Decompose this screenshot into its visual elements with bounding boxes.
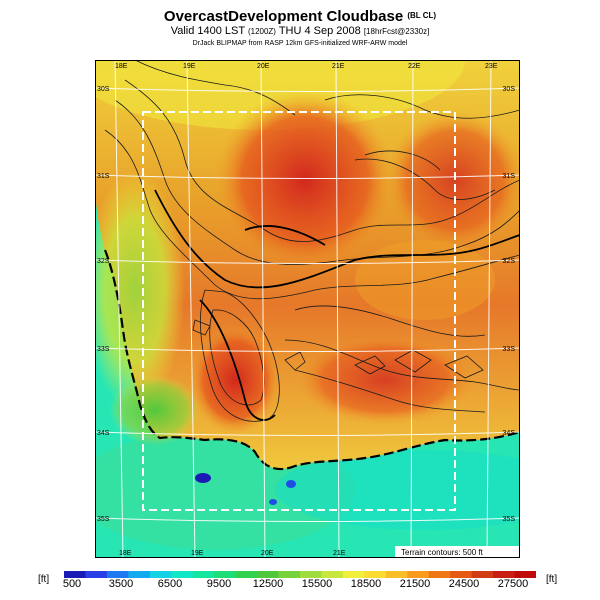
bottom-lon-label: 20E <box>261 550 274 557</box>
valid-time: Valid 1400 LST (1200Z) THU 4 Sep 2008 [1… <box>0 25 600 37</box>
left-lat-label: 30S <box>97 86 110 93</box>
colorbar-swatch <box>450 571 473 578</box>
colorbar-swatch <box>235 571 258 578</box>
cloudbase-high-central <box>215 90 395 270</box>
left-lat-label: 34S <box>97 430 110 437</box>
top-lon-label: 23E <box>485 63 498 70</box>
right-lat-label: 35S <box>503 516 516 523</box>
colorbar-tick-label: 3500 <box>108 578 134 590</box>
colorbar-swatch <box>364 571 387 578</box>
bottom-lon-labels: 18E 19E 20E 21E <box>119 550 346 557</box>
colorbar-swatch <box>321 571 344 578</box>
colorbar-swatch <box>407 571 430 578</box>
colorbar <box>64 571 536 578</box>
colorbar-swatch <box>257 571 280 578</box>
left-lat-label: 32S <box>97 258 110 265</box>
right-lat-label: 32S <box>503 258 516 265</box>
colorbar-unit-right: [ft] <box>546 574 558 585</box>
left-lat-labels: 30S 31S 32S 33S 34S 35S <box>97 86 110 523</box>
low-cloudbase-spots <box>195 473 296 505</box>
colorbar-swatch <box>192 571 215 578</box>
colorbar-swatch <box>300 571 322 578</box>
colorbar-swatch <box>171 571 194 578</box>
colorbar-swatch <box>428 571 451 578</box>
bottom-lon-label: 21E <box>333 550 346 557</box>
colorbar-tick-label: 12500 <box>252 578 284 590</box>
colorbar-tick-label: 21500 <box>399 578 431 590</box>
colorbar-swatch <box>471 571 494 578</box>
colorbar-swatch <box>128 571 151 578</box>
right-lat-label: 31S <box>503 173 516 180</box>
cloudbase-patch-southwest <box>110 375 200 445</box>
colorbar-tick-label: 500 <box>62 578 82 590</box>
colorbar-swatch <box>214 571 237 578</box>
terrain-note-box <box>395 546 520 558</box>
terrain-contours <box>104 60 520 422</box>
right-lat-label: 34S <box>503 430 516 437</box>
bottom-lon-label: 18E <box>119 550 132 557</box>
colorbar-swatch <box>85 571 108 578</box>
colorbar-swatch <box>493 571 516 578</box>
colorbar-tick-label: 18500 <box>350 578 382 590</box>
map-title-text: OvercastDevelopment Cloudbase <box>163 8 404 25</box>
terrain-contour-note: Terrain contours: 500 ft <box>401 548 484 557</box>
top-lon-label: 18E <box>115 63 128 70</box>
right-lat-labels: 30S 31S 32S 33S 34S 35S <box>503 86 516 523</box>
top-lon-labels: 18E 19E 20E 21E 22E 23E <box>115 63 498 70</box>
top-lon-label: 22E <box>408 63 421 70</box>
colorbar-tick-label: 6500 <box>157 578 183 590</box>
valid-time-day: THU 4 Sep 2008 <box>278 25 361 37</box>
colorbar-swatch <box>149 571 172 578</box>
colorbar-tick-label: 9500 <box>206 578 232 590</box>
domain-boundary <box>142 111 456 511</box>
coastline <box>103 249 520 471</box>
cloudbase-high-south <box>190 325 280 435</box>
left-lat-label: 35S <box>97 516 110 523</box>
map-title-suffix: (BL CL) <box>407 11 437 20</box>
colorbar-swatch <box>278 571 301 578</box>
map-frame <box>95 60 520 558</box>
valid-time-code: (1200Z) <box>247 27 276 36</box>
top-lon-label: 21E <box>332 63 345 70</box>
map-title: OvercastDevelopment Cloudbase (BL CL) <box>0 8 600 25</box>
lat-lon-grid <box>95 60 520 558</box>
colorbar-swatch <box>64 571 86 578</box>
cloudbase-map: 18E 19E 20E 21E 22E 23E 30S 31S 32S 33S … <box>95 60 520 558</box>
valid-time-forecast: [18hrFcst@2330z] <box>363 27 430 36</box>
colorbar-tick-label: 27500 <box>497 578 529 590</box>
colorbar-tick-label: 15500 <box>301 578 333 590</box>
colorbar-unit-left: [ft] <box>38 574 50 585</box>
right-lat-label: 33S <box>503 346 516 353</box>
left-lat-label: 33S <box>97 346 110 353</box>
cloudbase-high-southeast <box>295 335 475 425</box>
left-lat-label: 31S <box>97 173 110 180</box>
right-lat-label: 30S <box>503 86 516 93</box>
colorbar-swatch <box>342 571 365 578</box>
cloudbase-mid-east <box>355 240 495 320</box>
model-credit: DrJack BLIPMAP from RASP 12km GFS-initia… <box>192 40 408 47</box>
top-lon-label: 20E <box>257 63 270 70</box>
colorbar-swatch <box>106 571 129 578</box>
valid-time-main: Valid 1400 LST <box>170 25 245 37</box>
colorbar-tick-label: 24500 <box>448 578 480 590</box>
top-lon-label: 19E <box>183 63 196 70</box>
bottom-lon-label: 19E <box>191 550 204 557</box>
colorbar-swatch <box>385 571 408 578</box>
cloudbase-high-east <box>385 110 520 250</box>
major-terrain-contours <box>154 189 520 421</box>
colorbar-swatch <box>514 571 536 578</box>
